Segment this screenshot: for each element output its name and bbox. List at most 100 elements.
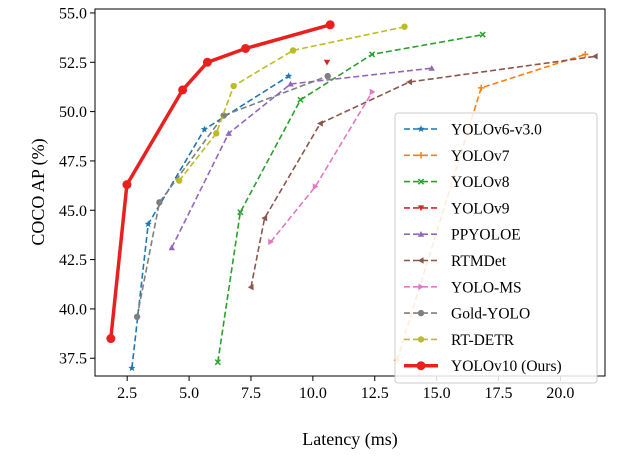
x-axis: 2.5 5.0 7.5 10.0 12.5 15.0 17.5 20.0 [117,376,574,402]
legend-marker [417,231,425,237]
data-point [106,334,116,344]
legend-item-yolov10-ours: YOLOv10 (Ours) [404,358,562,375]
data-point [156,199,163,206]
legend-box [394,112,598,384]
y-tick-label: 47.5 [59,153,87,170]
series-yolov6-v3-0 [128,72,293,372]
legend-item-yolo-ms: YOLO-MS [404,279,522,296]
data-point [175,177,183,184]
series-rt-detr [175,23,408,184]
plot-frame [94,8,606,377]
y-tick-label: 37.5 [59,351,87,368]
legend-item-rt-detr: RT-DETR [404,332,515,349]
legend-item-yolov6-v3-0: YOLOv6-v3.0 [404,122,542,139]
y-tick-label: 42.5 [59,252,87,269]
x-tick-label: 15.0 [423,385,451,402]
legend-marker [417,178,425,185]
data-point [287,80,294,87]
y-tick-label: 45.0 [59,203,87,220]
data-point [241,43,251,53]
y-axis-title: COCO AP (%) [28,138,49,245]
legend-marker [417,125,425,132]
legend-item-yolov7: YOLOv7 [404,148,510,165]
data-point [297,96,304,103]
data-point [479,31,486,38]
series-rtmdet [247,53,598,291]
series-ppyoloe [168,64,435,251]
data-point [368,51,376,58]
legend-label: Gold-YOLO [451,306,530,323]
data-point [401,23,408,30]
legend-label: YOLOv7 [451,148,510,165]
legend-item-yolov9: YOLOv9 [404,200,510,217]
x-axis-title: Latency (ms) [302,429,397,450]
x-tick-label: 5.0 [179,385,199,402]
legend-label: YOLOv9 [451,200,510,217]
data-point [261,214,268,222]
legend-marker [417,205,425,212]
series-line [131,75,290,369]
data-point [323,59,331,66]
series-line [270,91,373,243]
y-tick-label: 52.5 [59,55,87,72]
data-point [369,88,376,96]
series-yolov9 [323,59,331,66]
data-point [178,85,188,95]
data-point [144,220,152,228]
data-point [325,20,335,30]
data-point [200,125,208,133]
series-line [170,67,432,249]
data-point [428,64,435,71]
legend-item-rtmdet: RTMDet [404,253,507,270]
y-tick-label: 40.0 [59,301,87,318]
y-tick-label: 55.0 [59,5,87,22]
data-point [213,130,220,137]
data-point [225,130,232,136]
x-tick-label: 17.5 [485,385,513,402]
data-point [202,57,212,67]
legend-label: PPYOLOE [451,227,521,244]
legend: YOLOv6-v3.0 YOLOv7 YOLOv8 YOLOv9 PPYOLOE RTMD… [394,112,598,384]
legend-label: YOLOv6-v3.0 [451,122,542,139]
data-point [133,313,141,321]
series-yolov8 [214,31,486,366]
x-tick-label: 12.5 [361,385,389,402]
x-tick-label: 2.5 [117,385,137,402]
series-yolo-ms [268,88,376,246]
legend-label: RT-DETR [451,332,515,349]
data-point [237,209,244,216]
legend-item-ppyoloe: PPYOLOE [404,227,521,244]
legend-item-yolov8: YOLOv8 [404,174,510,191]
legend-marker [417,309,425,317]
data-point [324,72,331,80]
legend-marker [417,257,424,264]
legend-marker [416,361,426,371]
data-point [214,359,221,366]
legend-label: YOLO-MS [451,279,522,296]
data-point [581,51,589,58]
data-point [406,78,412,86]
data-point [591,53,598,60]
x-tick-label: 10.0 [299,385,327,402]
y-tick-label: 50.0 [59,104,87,121]
data-point [128,364,136,372]
data-point [122,180,132,190]
data-point [289,47,297,54]
x-tick-label: 7.5 [241,385,261,402]
legend-label: RTMDet [451,253,507,270]
legend-label: YOLOv8 [451,174,510,191]
data-point [230,82,237,90]
data-point [317,120,323,127]
data-point [312,183,319,190]
x-tick-label: 20.0 [546,385,574,402]
y-axis: 37.5 40.0 42.5 45.0 47.5 50.0 52.5 55.0 [59,5,95,368]
data-point [168,244,175,251]
legend-label: YOLOv10 (Ours) [451,358,562,375]
legend-marker [417,336,425,343]
data-point [247,284,254,291]
legend-marker [417,152,425,159]
data-point [268,238,274,246]
data-point [478,84,485,92]
series-line [136,75,328,317]
